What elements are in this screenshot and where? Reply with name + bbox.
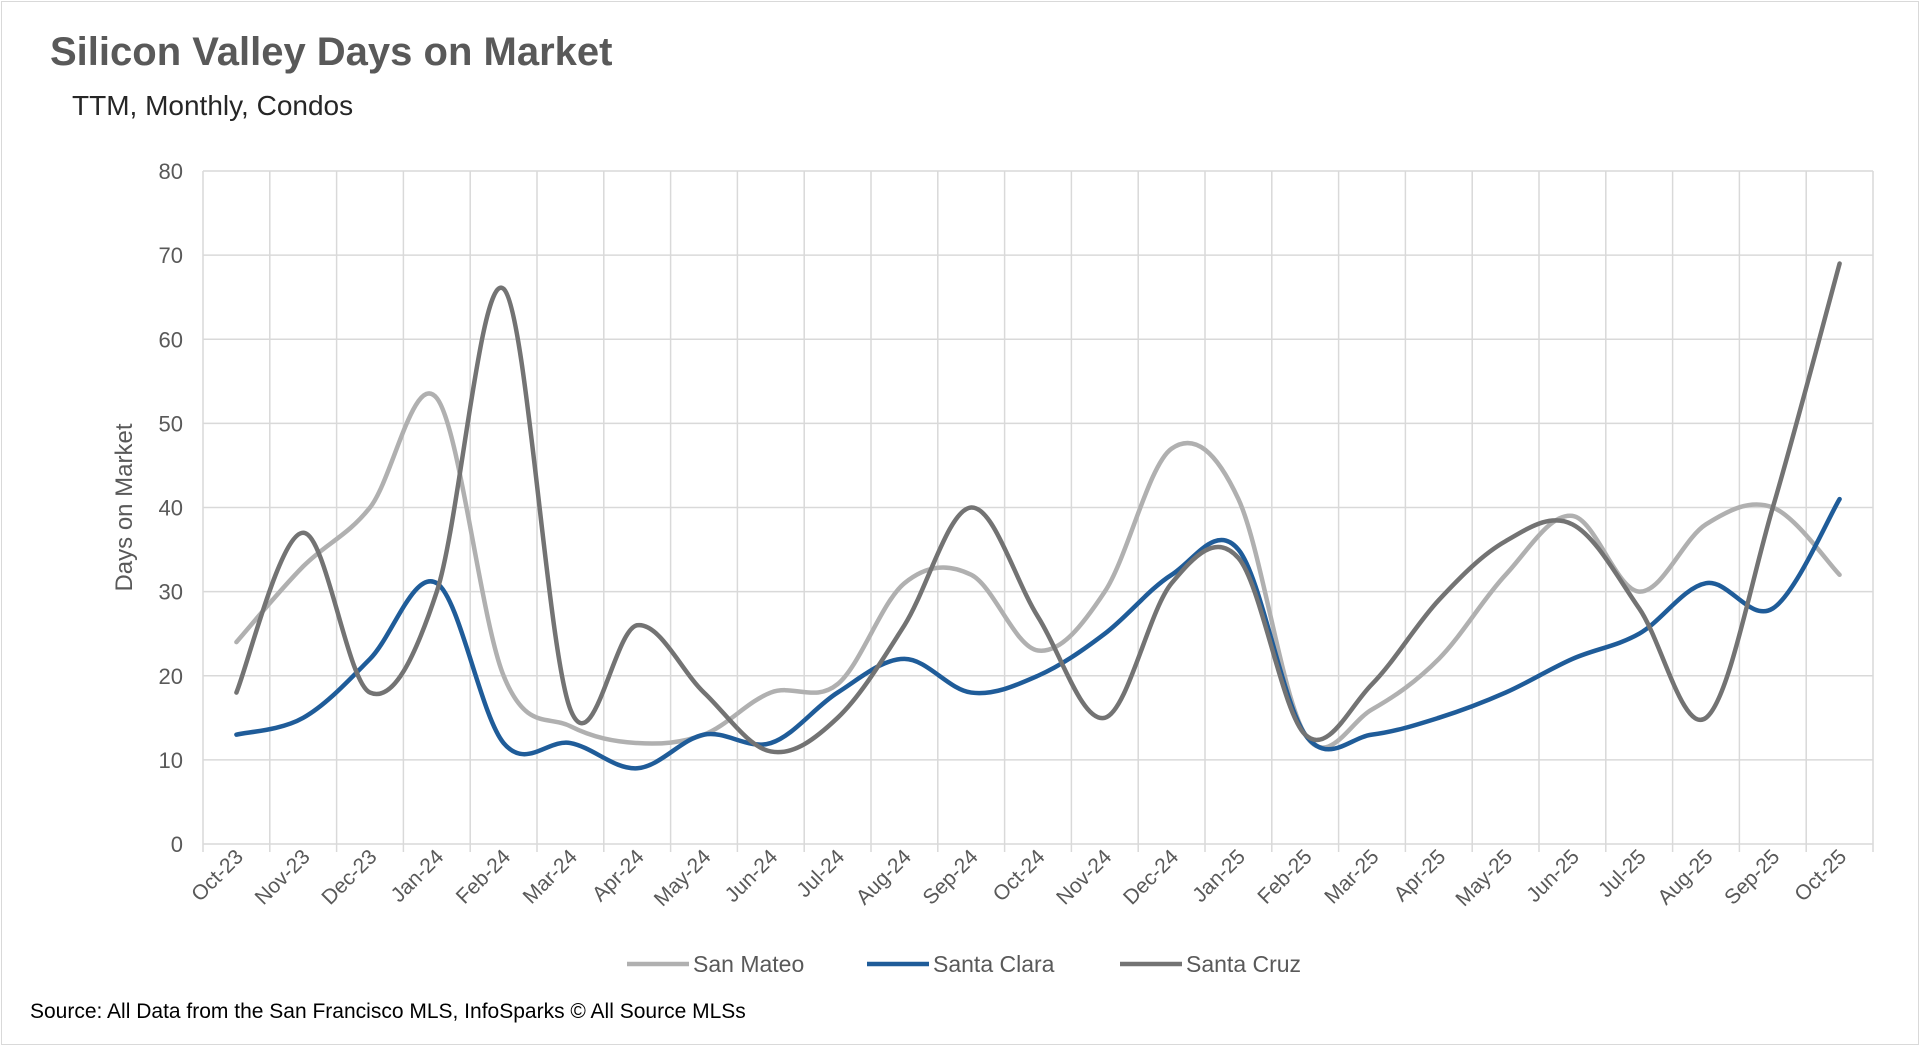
x-tick-label: Oct-24 (989, 845, 1050, 906)
x-tick-label: Jan-25 (1188, 845, 1250, 907)
y-tick-label: 20 (159, 664, 183, 689)
y-tick-label: 30 (159, 580, 183, 605)
x-tick-label: Mar-24 (519, 845, 583, 909)
x-tick-label: Nov-24 (1052, 845, 1116, 909)
y-tick-label: 0 (171, 832, 183, 857)
x-tick-label: Jan-24 (387, 845, 449, 907)
source-note: Source: All Data from the San Francisco … (30, 1000, 746, 1023)
y-tick-label: 80 (159, 159, 183, 184)
legend-label-santa-clara: Santa Clara (933, 951, 1055, 977)
legend-label-san-mateo: San Mateo (693, 951, 804, 977)
x-tick-label: Jul-25 (1594, 845, 1651, 902)
y-tick-label: 10 (159, 748, 183, 773)
legend-label-santa-cruz: Santa Cruz (1186, 951, 1301, 977)
x-tick-label: May-24 (650, 845, 716, 911)
y-tick-label: 50 (159, 411, 183, 436)
series-line-san-mateo (234, 391, 1842, 750)
y-tick-label: 60 (159, 327, 183, 352)
x-tick-label: Aug-25 (1653, 845, 1717, 909)
x-tick-label: Apr-24 (588, 845, 649, 906)
x-tick-label: Jul-24 (792, 845, 849, 902)
x-tick-label: Sep-24 (919, 845, 983, 909)
x-tick-label: Dec-23 (317, 845, 381, 909)
y-tick-label: 70 (159, 243, 183, 268)
x-tick-label: May-25 (1451, 845, 1517, 911)
x-tick-label: Dec-24 (1119, 845, 1183, 909)
x-tick-label: Jun-24 (721, 845, 783, 907)
x-tick-label: Jun-25 (1522, 845, 1584, 907)
y-tick-label: 40 (159, 496, 183, 521)
x-tick-label: Oct-23 (187, 845, 248, 906)
x-tick-label: Sep-25 (1720, 845, 1784, 909)
chart-title: Silicon Valley Days on Market (50, 30, 613, 74)
series-line-santa-cruz (234, 261, 1842, 755)
x-tick-label: Apr-25 (1390, 845, 1451, 906)
y-axis-label: Days on Market (111, 423, 138, 591)
x-tick-label: Oct-25 (1790, 845, 1851, 906)
x-tick-label: Aug-24 (852, 845, 916, 909)
x-tick-label: Nov-23 (251, 845, 315, 909)
x-tick-label: Feb-24 (452, 845, 516, 909)
x-tick-label: Mar-25 (1320, 845, 1383, 908)
x-tick-label: Feb-25 (1253, 845, 1316, 908)
chart-subtitle: TTM, Monthly, Condos (72, 90, 354, 121)
